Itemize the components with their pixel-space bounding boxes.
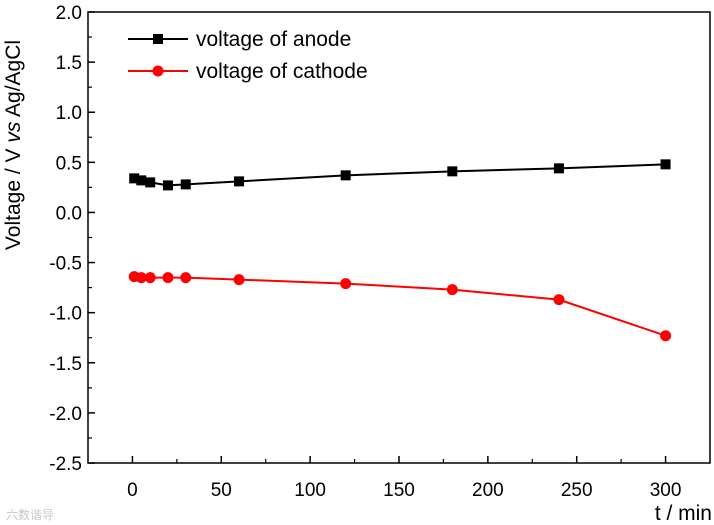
legend: voltage of anode voltage of cathode	[128, 28, 368, 83]
legend-marker-anode	[153, 34, 163, 44]
x-tick-label: 100	[294, 480, 326, 501]
y-tick-label: -1.5	[49, 354, 82, 375]
x-axis-label: t / min	[655, 502, 712, 525]
data-point	[144, 272, 156, 284]
axes-frame	[87, 11, 711, 464]
plot-frame	[87, 11, 711, 464]
legend-label-anode: voltage of anode	[196, 28, 351, 51]
y-tick-label: -0.5	[49, 254, 82, 275]
series-cathode	[128, 271, 672, 342]
data-point	[234, 176, 245, 187]
data-point	[136, 175, 147, 186]
data-point	[162, 180, 173, 191]
series-line	[134, 275, 666, 337]
data-point	[180, 179, 191, 190]
x-tick-label: 0	[127, 480, 138, 501]
data-point	[340, 278, 352, 290]
y-axis-label-part-1: Voltage / V	[2, 143, 25, 250]
x-ticks: 0 50 100 150 200 250 300	[127, 456, 681, 501]
y-axis-label-part-3: Ag/AgCl	[2, 40, 25, 122]
watermark: 六数谐导	[6, 507, 54, 522]
y-tick-label: 1.0	[56, 103, 82, 124]
x-tick-label: 250	[561, 480, 593, 501]
data-point	[660, 159, 671, 170]
y-axis-label-part-2: vs	[2, 121, 25, 143]
y-tick-label: -1.0	[49, 304, 82, 325]
data-point	[553, 294, 565, 306]
data-point	[553, 163, 564, 174]
y-tick-label: 0.0	[56, 203, 82, 224]
data-point	[162, 272, 174, 284]
x-tick-label: 150	[383, 480, 415, 501]
y-ticks: -2.5 -2.0 -1.5 -1.0 -0.5 0.0 0.5 1.0 1.5 2.0	[49, 3, 95, 475]
legend-label-cathode: voltage of cathode	[196, 60, 368, 83]
series-anode	[129, 159, 671, 191]
series-line	[133, 163, 666, 187]
x-tick-label: 300	[650, 480, 682, 501]
data-point	[660, 330, 672, 342]
data-point	[135, 272, 147, 284]
y-tick-label: -2.5	[49, 454, 82, 475]
y-tick-label: 2.0	[56, 3, 82, 24]
data-point	[340, 170, 351, 181]
data-point	[233, 274, 245, 286]
y-axis-label: Voltage / V vs Ag/AgCl	[2, 40, 25, 250]
data-point	[180, 272, 192, 284]
x-tick-label: 50	[211, 480, 232, 501]
x-tick-label: 200	[472, 480, 504, 501]
series-group	[128, 159, 672, 342]
legend-marker-cathode	[152, 65, 164, 77]
y-tick-label: 1.5	[56, 53, 82, 74]
data-point	[129, 173, 140, 184]
data-point	[447, 166, 458, 177]
data-point	[446, 284, 458, 296]
data-point	[145, 177, 156, 188]
y-tick-label: -2.0	[49, 404, 82, 425]
y-tick-label: 0.5	[56, 153, 82, 174]
